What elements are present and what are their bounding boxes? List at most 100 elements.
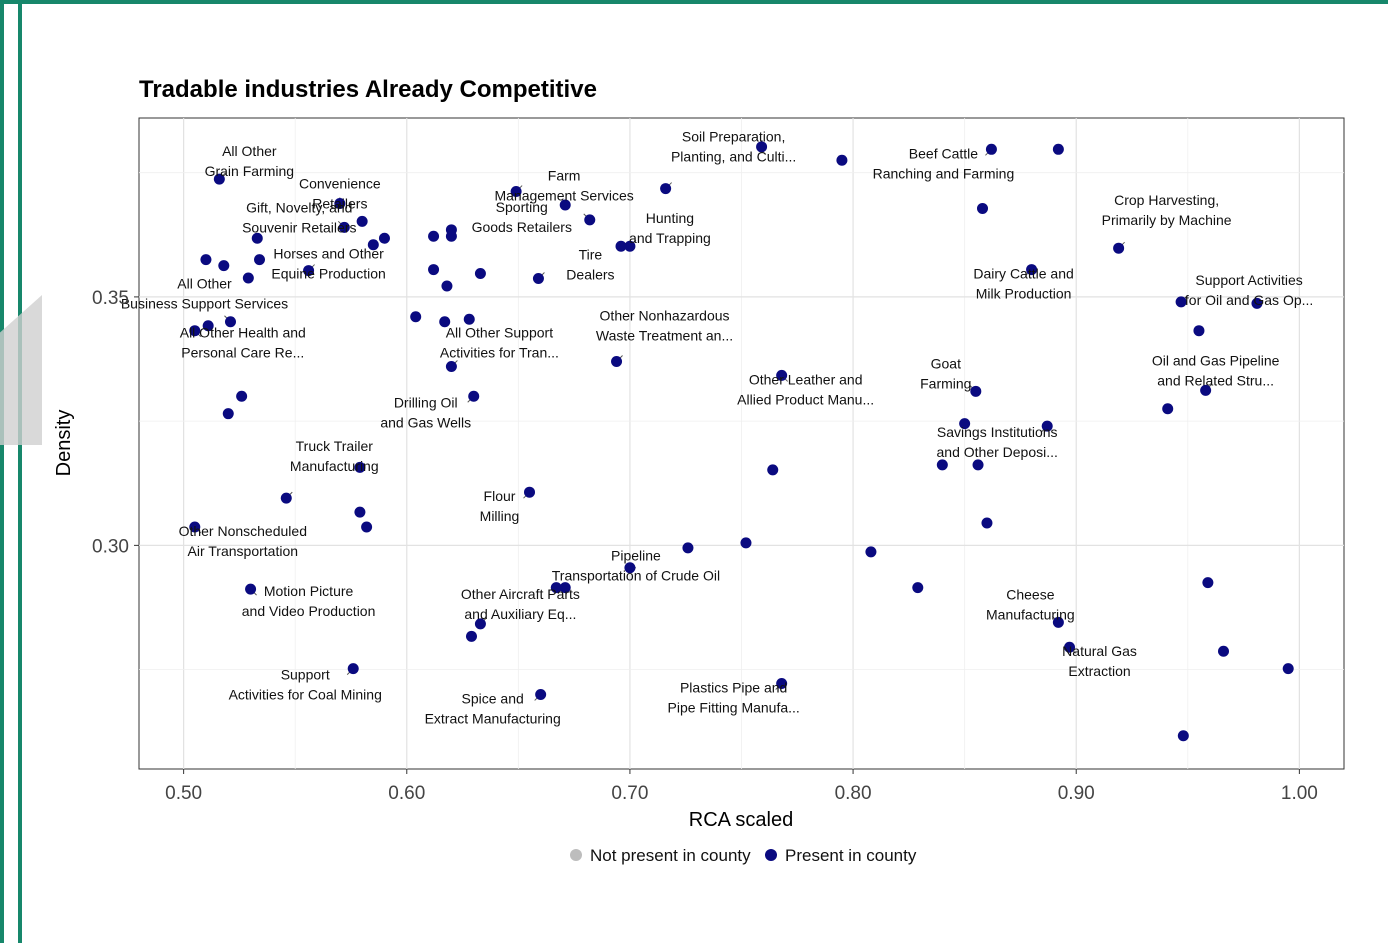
point-label-line: Sporting [496,199,548,215]
data-point [361,521,373,533]
data-point [465,630,477,642]
point-label-line: Support Activities [1195,272,1302,288]
point-label: Hunting and Trapping [629,210,711,246]
point-label: All Other Support Activities for Tran... [440,324,559,360]
grid-lines [139,118,1344,769]
point-label-line: Allied Product Manu... [737,391,874,407]
point-label: Oil and Gas Pipeline and Related Stru... [1152,352,1280,388]
point-label-line: Truck Trailer [296,438,374,454]
point-label: Farm Management Services [494,168,633,204]
data-point [224,316,236,328]
data-point [202,320,214,332]
data-point [245,583,257,595]
data-point [836,154,848,166]
y-axis-title: Density [53,410,75,477]
point-label: Flour Milling [480,488,520,524]
point-label: Dairy Cattle and Milk Production [973,266,1073,302]
data-point [660,183,672,195]
point-label: All Other Grain Farming [205,143,294,179]
point-label: Gift, Novelty, and Souvenir Retailers [242,199,356,235]
point-label-line: for Oil and Gas Op... [1185,292,1313,308]
data-point [303,265,315,277]
point-label-line: Retailers [312,195,367,211]
point-label: Savings Institutions and Other Deposi... [937,424,1058,460]
data-point [441,280,453,292]
data-point [1202,577,1214,589]
point-label-line: Other Nonscheduled [179,523,307,539]
data-point [740,537,752,549]
data-point [1218,645,1229,657]
data-point [1052,143,1064,155]
data-point [865,546,877,558]
point-label-line: and Trapping [629,230,711,246]
point-label-line: Other Leather and [749,371,863,387]
point-label-line: Other Aircraft Parts [461,586,580,602]
data-point [535,688,547,700]
point-label-line: Planting, and Culti... [671,149,796,165]
x-tick-label: 0.60 [388,783,425,804]
data-point [367,239,379,251]
data-point [524,486,536,498]
point-label-line: Beef Cattle [909,145,978,161]
data-point [624,562,636,574]
point-label-line: Spice and [462,690,524,706]
data-point [439,316,451,328]
point-label-line: Management Services [494,188,633,204]
point-label-line: and Auxiliary Eq... [464,606,576,622]
data-point [912,582,924,594]
chart-title: Tradable industries Already Competitive [139,76,597,103]
point-label-line: Farm [548,168,581,184]
point-label: Sporting Goods Retailers [472,199,572,235]
point-label-line: Drilling Oil [394,394,458,410]
data-point [410,311,422,323]
frame-accent-line [18,0,22,943]
data-point [981,517,993,529]
point-label: Support Activities for Coal Mining [229,667,382,703]
data-point [463,313,475,325]
point-label: Cheese Manufacturing [986,586,1075,622]
point-label-line: Milk Production [976,286,1072,302]
point-label-line: Support [281,667,330,683]
point-label-line: Activities for Tran... [440,344,559,360]
data-point [254,254,265,266]
point-label-line: Souvenir Retailers [242,219,356,235]
point-label-line: and Gas Wells [380,414,471,430]
point-label: Other Leather and Allied Product Manu... [737,371,874,407]
x-tick-label: 0.70 [611,783,648,804]
data-point [1200,384,1212,396]
data-point [251,232,263,244]
point-label: Convenience Retailers [299,175,381,211]
data-point [189,521,201,533]
point-label-line: Tire [579,247,603,263]
point-label: Pipeline Transportation of Crude Oil [552,548,720,584]
point-label: All Other Business Support Services [121,276,288,312]
point-label-line: Goods Retailers [472,219,572,235]
data-point [767,464,779,476]
point-label-line: Soil Preparation, [682,129,786,145]
point-label-line: Hunting [646,210,694,226]
point-label-line: All Other [222,143,277,159]
point-label: Beef Cattle Ranching and Farming [873,145,1015,181]
x-axis-ticks: 0.50 0.60 0.70 0.80 0.90 1.00 [165,769,1318,804]
point-label: Other Aircraft Parts and Auxiliary Eq... [461,586,580,622]
data-point [1041,420,1053,432]
point-label-line: Plastics Pipe and [680,680,787,696]
data-point [776,369,788,381]
data-point [222,408,234,420]
data-point [428,264,440,276]
point-label-line: All Other [177,276,232,292]
data-point [218,260,230,272]
point-label: Goat Farming [920,355,971,391]
point-label-line: All Other Support [446,324,553,340]
data-point [378,232,390,244]
point-label-line: Activities for Coal Mining [229,687,382,703]
data-point [559,199,571,211]
point-label: Tire Dealers [566,247,614,283]
data-point [1175,296,1187,308]
data-point [280,492,292,504]
point-label: Horses and Other Equine Production [271,246,385,282]
data-point [1162,403,1174,415]
point-label-line: Manufacturing [290,458,379,474]
